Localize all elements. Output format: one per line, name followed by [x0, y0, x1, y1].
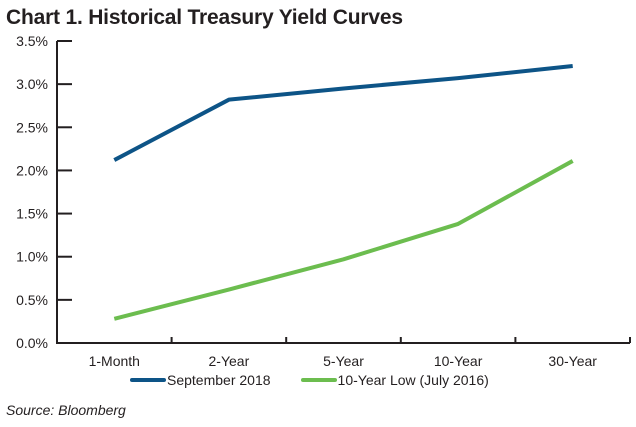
- y-tick-label: 1.5%: [16, 206, 48, 222]
- legend-item-september-2018: September 2018: [130, 372, 271, 388]
- series-lines: [113, 64, 574, 321]
- y-tick-label: 2.0%: [16, 162, 48, 178]
- legend-swatch-green: [300, 378, 337, 382]
- x-tick-label: 2-Year: [209, 353, 250, 369]
- y-tick-label: 3.0%: [16, 76, 48, 92]
- y-tick-label: 0.0%: [16, 335, 48, 351]
- legend-label: 10-Year Low (July 2016): [337, 372, 489, 388]
- series-september-2018-line: [113, 64, 573, 162]
- legend: September 2018 10-Year Low (July 2016): [130, 372, 519, 388]
- y-tick-label: 0.5%: [16, 292, 48, 308]
- legend-swatch-blue: [130, 378, 166, 382]
- axes: 0.0% 0.5% 1.0% 1.5% 2.0% 2.5% 3.0% 3.5% 1-Month 2…: [16, 33, 631, 369]
- x-tick-label: 1-Month: [89, 353, 140, 369]
- legend-label: September 2018: [167, 372, 271, 388]
- legend-item-july-2016: 10-Year Low (July 2016): [300, 372, 489, 388]
- chart-title: Chart 1. Historical Treasury Yield Curve…: [6, 6, 403, 29]
- series-july-2016-line: [113, 159, 574, 321]
- y-tick-label: 3.5%: [16, 33, 48, 49]
- y-tick-label: 1.0%: [16, 249, 48, 265]
- x-tick-label: 5-Year: [323, 353, 364, 369]
- source-note: Source: Bloomberg: [6, 402, 126, 418]
- y-tick-label: 2.5%: [16, 119, 48, 135]
- x-tick-label: 30-Year: [548, 353, 597, 369]
- x-tick-label: 10-Year: [434, 353, 483, 369]
